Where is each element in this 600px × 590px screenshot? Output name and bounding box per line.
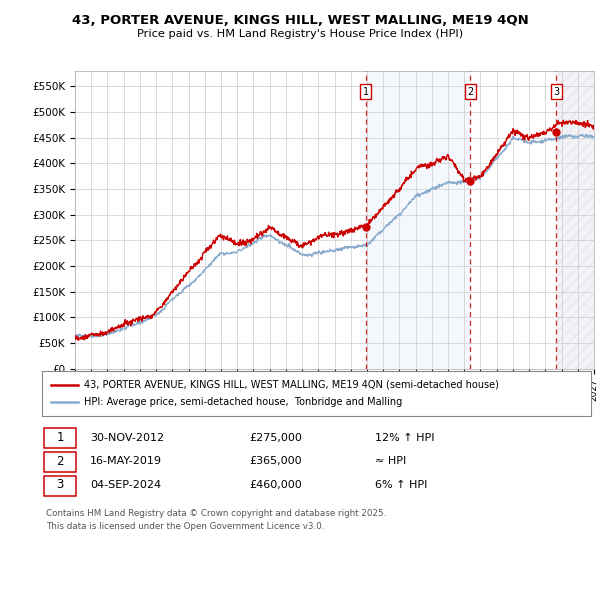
Text: 1: 1 [56, 431, 64, 444]
Text: 16-MAY-2019: 16-MAY-2019 [90, 457, 162, 466]
Text: ≈ HPI: ≈ HPI [375, 457, 406, 466]
Text: 3: 3 [553, 87, 559, 97]
Text: £365,000: £365,000 [249, 457, 302, 466]
Text: Contains HM Land Registry data © Crown copyright and database right 2025.
This d: Contains HM Land Registry data © Crown c… [46, 509, 386, 531]
Text: 04-SEP-2024: 04-SEP-2024 [90, 480, 161, 490]
Text: 2: 2 [56, 455, 64, 468]
Text: 43, PORTER AVENUE, KINGS HILL, WEST MALLING, ME19 4QN (semi-detached house): 43, PORTER AVENUE, KINGS HILL, WEST MALL… [84, 380, 499, 390]
Text: 1: 1 [362, 87, 368, 97]
Text: HPI: Average price, semi-detached house,  Tonbridge and Malling: HPI: Average price, semi-detached house,… [84, 397, 402, 407]
Bar [556, 71, 594, 369]
Text: 6% ↑ HPI: 6% ↑ HPI [375, 480, 427, 490]
Text: 3: 3 [56, 478, 64, 491]
Text: £275,000: £275,000 [249, 433, 302, 442]
Text: 2: 2 [467, 87, 473, 97]
Text: 30-NOV-2012: 30-NOV-2012 [90, 433, 164, 442]
Text: 43, PORTER AVENUE, KINGS HILL, WEST MALLING, ME19 4QN: 43, PORTER AVENUE, KINGS HILL, WEST MALL… [71, 14, 529, 27]
Text: £460,000: £460,000 [249, 480, 302, 490]
Bar [365, 71, 470, 369]
Text: 12% ↑ HPI: 12% ↑ HPI [375, 433, 434, 442]
Text: Price paid vs. HM Land Registry's House Price Index (HPI): Price paid vs. HM Land Registry's House … [137, 29, 463, 38]
